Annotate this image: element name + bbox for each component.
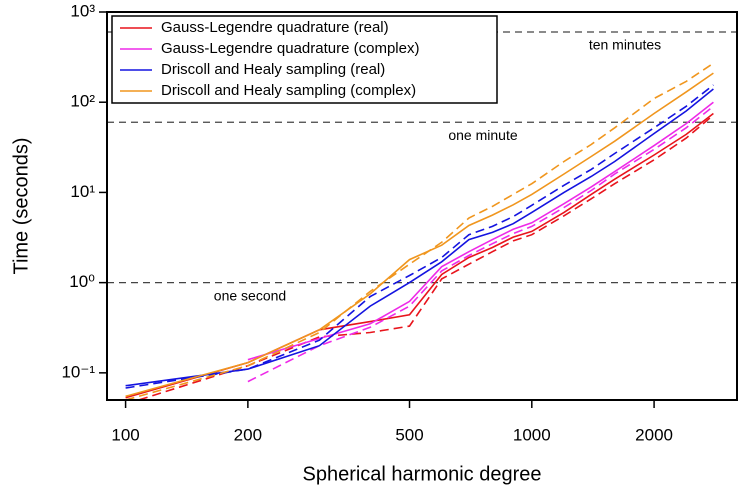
x-tick-label: 2000 [635, 425, 673, 444]
legend-label: Driscoll and Healy sampling (complex) [161, 82, 416, 99]
y-tick-label: 10⁰ [69, 272, 95, 291]
y-tick-label: 10² [70, 92, 95, 111]
series-line-dashed [125, 62, 714, 400]
series-line-dashed [135, 114, 714, 400]
reference-label: one minute [448, 127, 517, 143]
plot-frame [106, 11, 738, 401]
reference-label: one second [214, 287, 286, 303]
plot-area [107, 31, 737, 400]
y-tick-label: 10¹ [70, 182, 95, 201]
series-line-dashed [247, 105, 714, 383]
x-tick-label: 100 [111, 425, 139, 444]
x-tick-label: 200 [234, 425, 262, 444]
legend-label: Gauss-Legendre quadrature (complex) [161, 40, 419, 57]
legend-label: Driscoll and Healy sampling (real) [161, 61, 385, 78]
series-line [125, 88, 714, 387]
reference-label: ten minutes [589, 37, 661, 53]
x-axis-label: Spherical harmonic degree [302, 463, 541, 485]
x-tick-label: 500 [395, 425, 423, 444]
y-tick-label: 10³ [70, 1, 95, 20]
series-line [247, 101, 714, 361]
x-tick-label: 1000 [513, 425, 551, 444]
y-tick-label: 10⁻¹ [61, 362, 95, 381]
y-axis-label: Time (seconds) [10, 137, 32, 274]
legend-box [111, 15, 498, 104]
series-line-dashed [125, 84, 714, 389]
series-line [125, 72, 714, 398]
legend-label: Gauss-Legendre quadrature (real) [161, 19, 389, 36]
